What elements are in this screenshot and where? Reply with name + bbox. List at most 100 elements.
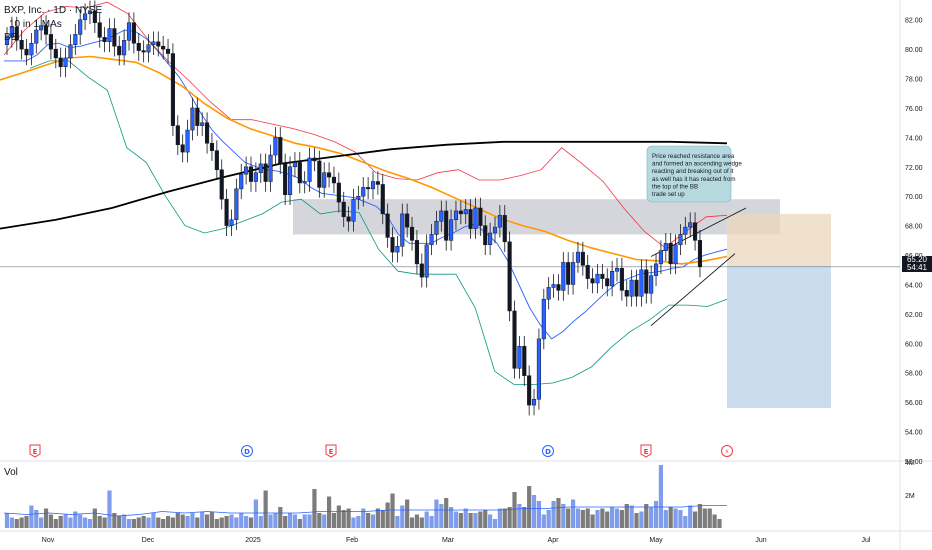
price-tick-label: 72.00	[905, 165, 923, 172]
candle	[244, 156, 249, 185]
candle-body	[78, 19, 83, 35]
volume-bar	[34, 510, 39, 528]
volume-bar	[283, 516, 288, 528]
candle	[556, 274, 561, 301]
volume-bar	[463, 508, 468, 528]
annotation-line: trade set up	[652, 191, 685, 198]
volume-legend[interactable]: Vol	[4, 467, 18, 478]
candle	[444, 200, 449, 251]
annotation-line: Price reached resistance area	[652, 153, 735, 160]
candle	[390, 227, 395, 263]
candle	[419, 253, 424, 288]
candle	[375, 171, 380, 195]
candle	[424, 234, 429, 288]
earnings-event-icon[interactable]: E	[325, 444, 337, 458]
volume-bar	[380, 510, 385, 528]
candle-body	[580, 251, 585, 266]
volume-bar	[614, 508, 620, 528]
earnings-event-icon[interactable]: E	[29, 444, 41, 458]
candle-body	[34, 29, 39, 44]
axes: 82.00 80.00 78.00 76.00 74.00 72.00 70.00 68.00…	[42, 18, 923, 544]
volume-bar	[531, 495, 537, 528]
volume-bar	[24, 516, 29, 528]
volume-bar	[712, 514, 717, 528]
candle	[575, 241, 581, 273]
candle	[429, 224, 434, 256]
candle-body	[141, 50, 146, 53]
candle	[697, 230, 703, 278]
candle	[468, 199, 473, 239]
candle-body	[590, 278, 595, 284]
candle-body	[361, 187, 366, 197]
volume-bar	[180, 514, 185, 528]
annotation-box[interactable]	[646, 145, 732, 203]
candle	[580, 241, 585, 276]
volume-bar	[297, 519, 302, 528]
candle	[624, 280, 629, 307]
volume-bar	[151, 513, 156, 528]
candle	[248, 156, 254, 192]
candle	[53, 38, 58, 69]
candle	[302, 171, 307, 194]
volume-bar	[663, 510, 668, 528]
candle	[283, 153, 288, 206]
volume-bar	[624, 504, 629, 528]
volume-bar	[214, 519, 219, 528]
candle-body	[409, 226, 415, 241]
volume-bar	[92, 508, 97, 528]
volume-bar	[126, 519, 132, 528]
trade-zones	[0, 199, 900, 409]
volume-bar	[702, 508, 707, 528]
candle-body	[307, 157, 312, 182]
candle-body	[507, 241, 512, 312]
volume-bar	[341, 510, 346, 528]
candle	[292, 152, 297, 178]
split-event-icon[interactable]: ⚡	[721, 445, 733, 457]
volume-bar	[278, 507, 283, 528]
candle-body	[531, 398, 537, 406]
candle-body	[375, 181, 380, 185]
candle-body	[663, 243, 668, 251]
candle-body	[571, 262, 576, 285]
volume-bar	[253, 499, 258, 528]
candle	[522, 335, 527, 386]
volume-bar	[356, 516, 361, 528]
dividend-event-icon[interactable]: D	[542, 445, 554, 457]
candle	[536, 328, 541, 410]
candle-body	[551, 284, 556, 288]
volume-bar	[200, 511, 205, 528]
candle	[151, 31, 156, 56]
indicator-legend-mas[interactable]: 10 in 1 MAs	[9, 19, 62, 30]
candle-body	[644, 269, 649, 294]
volume-bar	[610, 507, 615, 528]
candle	[693, 212, 698, 251]
dividend-event-icon[interactable]: D	[241, 445, 253, 457]
time-tick-label: May	[649, 537, 663, 544]
volume-bar	[136, 517, 141, 528]
candle	[165, 38, 171, 64]
volume-bar	[395, 516, 400, 528]
earnings-event-icon[interactable]: E	[640, 444, 652, 458]
volume-bar	[287, 513, 293, 528]
volume-bar	[102, 517, 107, 528]
volume-bar	[4, 513, 10, 528]
candle	[366, 177, 371, 200]
volume-bar	[146, 517, 151, 528]
bar-countdown: 54:41	[906, 263, 928, 272]
candle	[273, 127, 278, 166]
volume-bar	[517, 504, 522, 528]
annotation-line: as well has it has reacted from	[652, 176, 736, 183]
volume-bar	[478, 511, 483, 528]
candle-body	[14, 26, 19, 41]
candle-body	[346, 216, 351, 222]
candle-body	[29, 42, 34, 56]
candle	[663, 233, 668, 261]
event-badge	[29, 444, 41, 458]
indicator-legend-bb[interactable]: BB	[4, 32, 17, 43]
candle-body	[385, 213, 390, 238]
volume-bar	[683, 516, 688, 528]
volume-bar	[419, 517, 424, 528]
volume-bar	[649, 507, 654, 528]
symbol-legend[interactable]: BXP, Inc. · 1D · NYSE	[4, 5, 102, 16]
